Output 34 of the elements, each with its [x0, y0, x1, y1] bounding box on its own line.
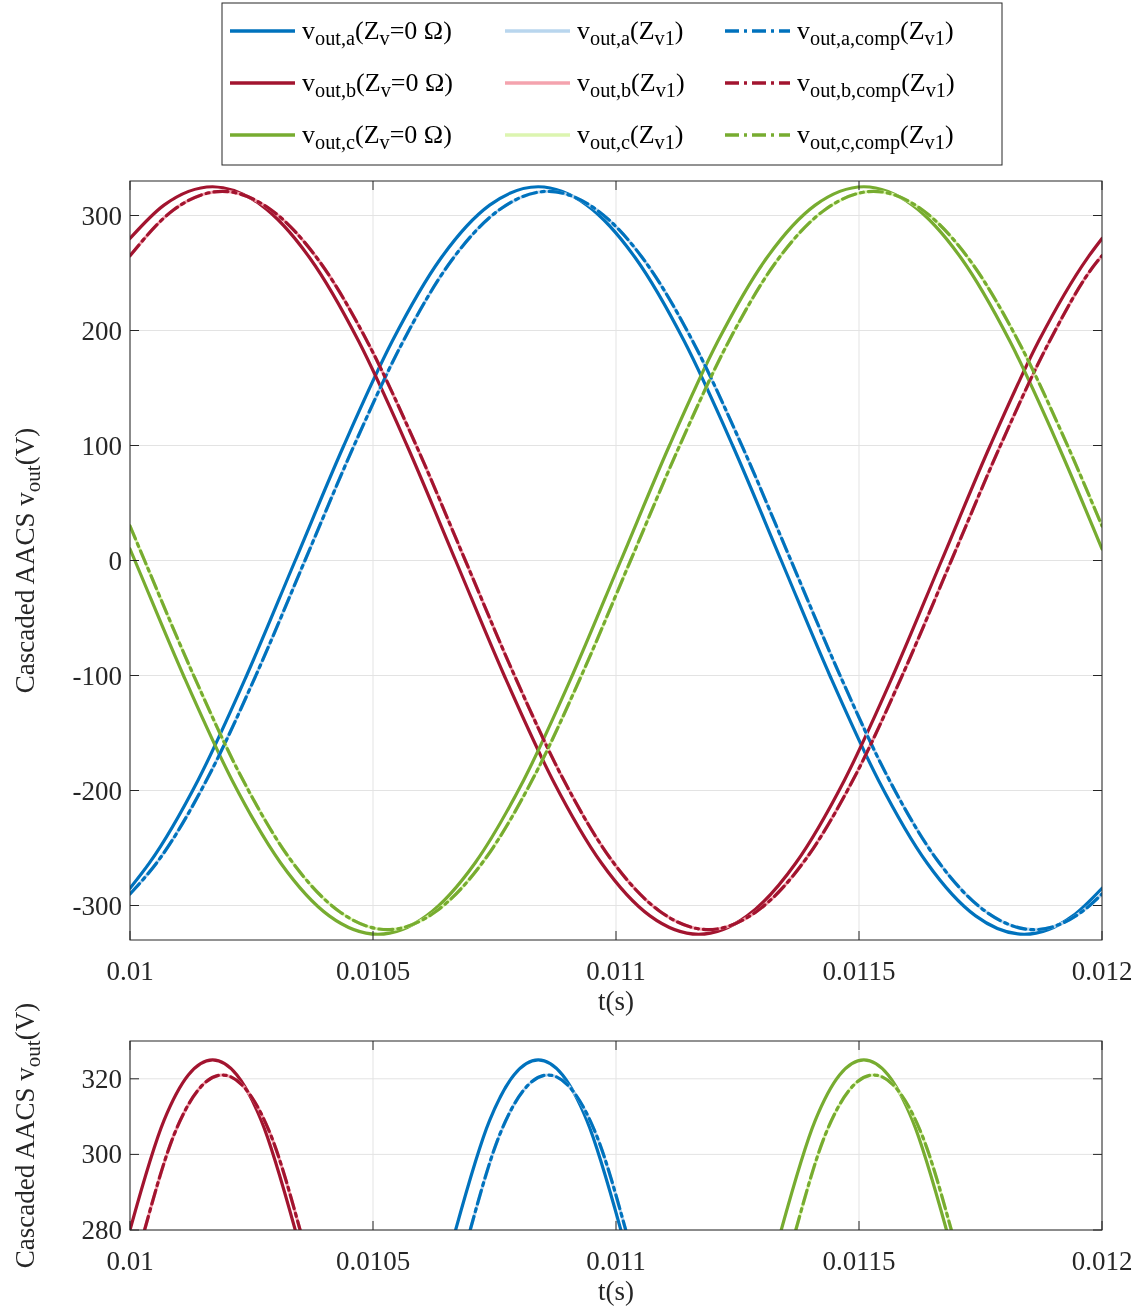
legend-label: v$_{out,a,comp}$(Z$_{v1}$): [797, 16, 954, 51]
legend-label: v$_{out,b}$(Z$_{v1}$): [577, 68, 685, 102]
y-tick-label: 200: [81, 315, 122, 346]
legend-label: v$_{out,c}$(Z$_{v1}$): [577, 120, 684, 154]
x-tick-label: 0.012: [1071, 956, 1133, 986]
x-axis-title: t(s): [598, 1276, 634, 1306]
legend-label: v$_{out,a}$(Z$_{v1}$): [577, 16, 684, 50]
legend-label: v$_{out,c,comp}$(Z$_{v1}$): [797, 120, 954, 155]
y-tick-label: 320: [81, 1063, 122, 1094]
y-tick-label: 0: [108, 545, 122, 576]
legend-label: v$_{out,b}$(Z$_{v}$=0 Ω): [302, 68, 453, 102]
x-tick-label: 0.01: [106, 1246, 154, 1276]
x-tick-label: 0.012: [1071, 1246, 1133, 1276]
x-tick-label: 0.011: [586, 1246, 646, 1276]
legend-label: v$_{out,c}$(Z$_{v}$=0 Ω): [302, 120, 452, 154]
y-tick-label: -300: [72, 890, 122, 921]
x-tick-label: 0.0105: [335, 956, 411, 986]
y-tick-label: 300: [81, 1139, 122, 1170]
x-tick-label: 0.011: [586, 956, 646, 986]
x-tick-label: 0.0105: [335, 1246, 411, 1276]
legend-label: v$_{out,a}$(Z$_{v}$=0 Ω): [302, 16, 452, 50]
x-tick-label: 0.0115: [822, 956, 896, 986]
y-tick-label: -200: [72, 775, 122, 806]
x-axis-title: t(s): [598, 986, 634, 1016]
line-series: [779, 1058, 949, 1230]
y-tick-label: -100: [72, 660, 122, 691]
y-tick-label: 100: [81, 430, 122, 461]
line-series: [454, 1058, 623, 1230]
legend-label: v$_{out,b,comp}$(Z$_{v1}$): [797, 68, 955, 103]
x-tick-label: 0.01: [106, 956, 154, 986]
x-tick-label: 0.0115: [822, 1246, 896, 1276]
line-series: [130, 1058, 297, 1230]
y-tick-label: 280: [81, 1215, 122, 1245]
y-tick-label: 300: [81, 200, 122, 231]
